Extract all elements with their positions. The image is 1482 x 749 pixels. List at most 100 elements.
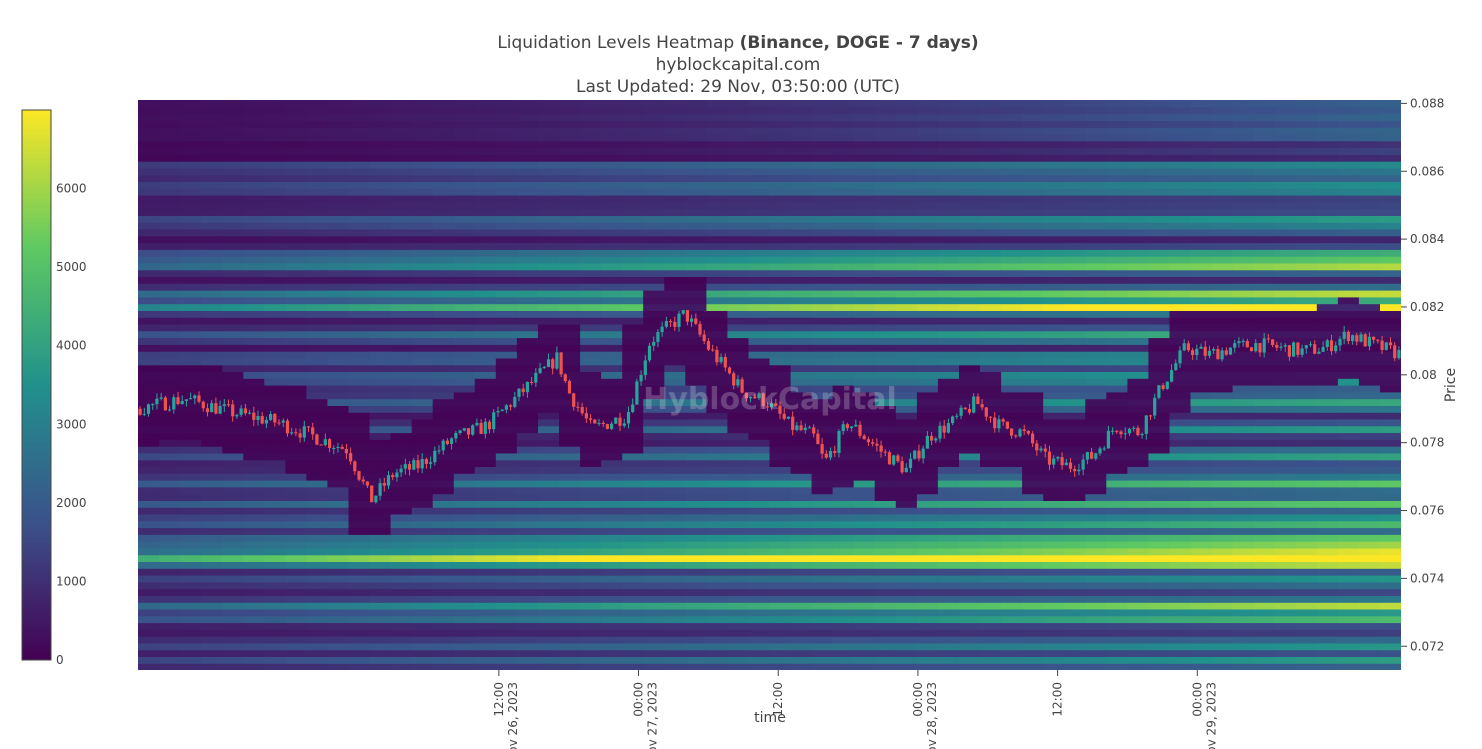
heatmap-cell — [727, 595, 749, 603]
heatmap-cell — [874, 201, 897, 210]
heatmap-cell — [1190, 133, 1213, 142]
heatmap-cell — [664, 296, 686, 305]
heatmap-cell — [790, 439, 813, 447]
heatmap-cell — [1253, 303, 1276, 311]
heatmap-cell — [895, 568, 918, 576]
heatmap-cell — [601, 636, 623, 644]
heatmap-cell — [432, 269, 455, 277]
heatmap-cell — [1253, 133, 1276, 142]
heatmap-cell — [916, 290, 939, 298]
heatmap-cell — [453, 446, 476, 454]
heatmap-cell — [643, 459, 665, 467]
heatmap-cell — [1106, 391, 1128, 400]
heatmap-cell — [643, 602, 665, 610]
heatmap-cell — [411, 568, 434, 576]
heatmap-cell — [138, 615, 160, 624]
heatmap-cell — [1337, 452, 1360, 461]
heatmap-cell — [180, 425, 202, 434]
heatmap-cell — [1190, 256, 1213, 264]
heatmap-cell — [1211, 432, 1234, 440]
heatmap-cell — [832, 581, 855, 590]
heatmap-cell — [538, 167, 560, 176]
heatmap-cell — [411, 615, 434, 624]
heatmap-cell — [538, 656, 560, 664]
heatmap-cell — [727, 486, 749, 495]
heatmap-cell — [959, 663, 981, 670]
heatmap-cell — [1001, 337, 1023, 345]
heatmap-cell — [138, 636, 160, 644]
heatmap-cell — [369, 290, 392, 298]
heatmap-cell — [538, 140, 560, 149]
heatmap-cell — [1253, 405, 1276, 413]
heatmap-cell — [601, 385, 623, 393]
heatmap-cell — [622, 385, 644, 393]
heatmap-cell — [769, 283, 792, 291]
heatmap-cell — [516, 215, 539, 223]
heatmap-cell — [390, 195, 413, 203]
heatmap-cell — [832, 127, 855, 135]
heatmap-cell — [180, 602, 202, 610]
heatmap-cell — [832, 262, 855, 271]
heatmap-cell — [264, 174, 286, 182]
heatmap-cell — [1001, 174, 1023, 182]
heatmap-cell — [959, 195, 981, 203]
heatmap-cell — [264, 201, 286, 210]
heatmap-cell — [1169, 554, 1192, 562]
heatmap-cell — [559, 554, 581, 562]
heatmap-cell — [495, 290, 518, 298]
heatmap-cell — [706, 466, 729, 474]
heatmap-cell — [495, 256, 518, 264]
heatmap-cell — [916, 337, 939, 345]
heatmap-cell — [1106, 615, 1128, 624]
heatmap-cell — [495, 500, 518, 508]
heatmap-cell — [832, 147, 855, 155]
heatmap-cell — [1232, 418, 1255, 427]
heatmap-cell — [769, 513, 792, 522]
heatmap-cell — [1232, 174, 1255, 182]
heatmap-cell — [201, 127, 223, 135]
heatmap-cell — [327, 581, 350, 590]
heatmap-cell — [1295, 323, 1318, 332]
heatmap-cell — [1043, 357, 1065, 366]
heatmap-cell — [306, 452, 329, 461]
heatmap-cell — [327, 201, 350, 210]
heatmap-cell — [1022, 473, 1044, 481]
heatmap-cell — [959, 432, 981, 440]
heatmap-cell — [1106, 575, 1128, 583]
heatmap-cell — [1190, 527, 1213, 535]
heatmap-cell — [390, 140, 413, 149]
heatmap-cell — [790, 541, 813, 549]
heatmap-cell — [706, 615, 729, 624]
heatmap-cell — [916, 663, 939, 670]
heatmap-cell — [1001, 581, 1023, 590]
heatmap-cell — [495, 188, 518, 196]
heatmap-cell — [748, 656, 771, 664]
heatmap-cell — [559, 636, 581, 644]
heatmap-cell — [538, 147, 560, 155]
heatmap-cell — [622, 547, 644, 556]
heatmap-cell — [1043, 133, 1065, 142]
heatmap-cell — [748, 208, 771, 216]
heatmap-cell — [980, 208, 1002, 216]
heatmap-cell — [285, 615, 307, 624]
heatmap-cell — [1358, 541, 1381, 549]
heatmap-cell — [685, 296, 707, 305]
heatmap-cell — [1169, 167, 1192, 176]
heatmap-cell — [1295, 568, 1318, 576]
heatmap-cell — [601, 466, 623, 474]
heatmap-cell — [1211, 228, 1234, 237]
heatmap-cell — [243, 446, 265, 454]
heatmap-cell — [138, 140, 160, 149]
heatmap-cell — [222, 310, 244, 318]
heatmap-cell — [1064, 127, 1086, 135]
heatmap-cell — [1022, 215, 1044, 223]
heatmap-cell — [601, 432, 623, 440]
heatmap-cell — [622, 581, 644, 590]
heatmap-cell — [959, 106, 981, 115]
heatmap-cell — [727, 201, 749, 210]
heatmap-cell — [622, 452, 644, 461]
heatmap-cell — [390, 283, 413, 291]
heatmap-cell — [706, 513, 729, 522]
heatmap-cell — [327, 432, 350, 440]
heatmap-cell — [411, 100, 434, 108]
